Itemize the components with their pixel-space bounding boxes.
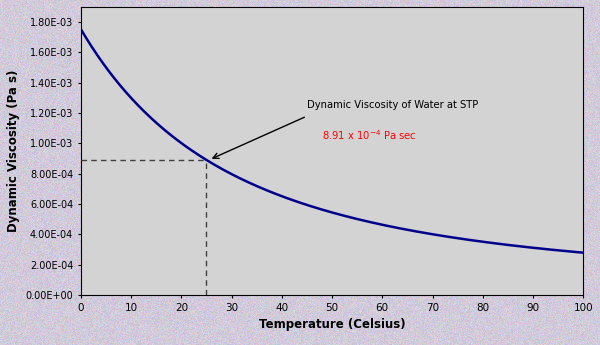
Y-axis label: Dynamic Viscosity (Pa s): Dynamic Viscosity (Pa s) [7, 70, 20, 232]
Text: 8.91 x 10$^{-4}$ Pa sec: 8.91 x 10$^{-4}$ Pa sec [322, 128, 417, 142]
X-axis label: Temperature (Celsius): Temperature (Celsius) [259, 318, 406, 331]
Text: Dynamic Viscosity of Water at STP: Dynamic Viscosity of Water at STP [307, 100, 478, 110]
